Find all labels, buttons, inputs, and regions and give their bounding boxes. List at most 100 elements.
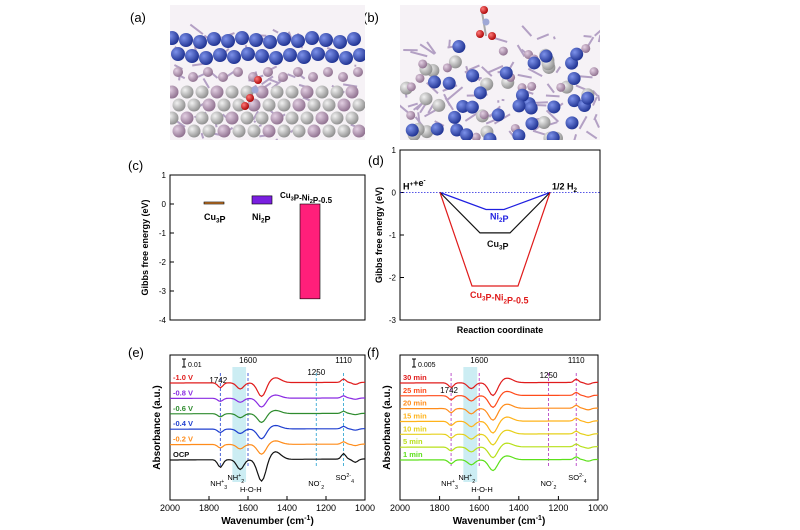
atom	[202, 124, 216, 138]
atom	[262, 98, 276, 112]
highlight-band	[232, 367, 247, 482]
atom	[442, 76, 456, 90]
y-tick-label: -2	[159, 258, 167, 267]
bond	[546, 83, 555, 94]
atom	[263, 67, 273, 77]
y-axis-label: Absorbance (a.u.)	[152, 385, 163, 469]
atom	[232, 124, 246, 138]
atom	[452, 40, 466, 54]
atom	[269, 51, 283, 65]
atom	[255, 85, 269, 99]
atom	[405, 123, 419, 137]
series-label: -0.6 V	[173, 404, 193, 413]
atom	[427, 75, 441, 89]
y-tick-label: 0	[162, 200, 167, 209]
band-label-nh2: NH+2	[458, 473, 475, 485]
y-tick-label: -2	[389, 274, 397, 283]
atom	[255, 111, 269, 125]
bond	[481, 66, 493, 77]
bond	[552, 36, 556, 40]
panel-label-b: (b)	[363, 10, 379, 25]
bond	[407, 102, 419, 108]
bar	[299, 203, 321, 300]
atom	[249, 33, 263, 47]
bond	[464, 112, 479, 122]
atom	[319, 33, 333, 47]
atom	[589, 67, 599, 77]
scale-bar-label: 0.01	[188, 362, 202, 369]
band-label-no2: NO-2	[308, 479, 324, 491]
atom	[187, 98, 201, 112]
atom	[180, 85, 194, 99]
atom	[337, 98, 351, 112]
atom	[278, 72, 288, 82]
spectrum-curve	[400, 403, 598, 421]
atom	[525, 117, 539, 131]
atom	[581, 91, 595, 105]
atom	[277, 124, 291, 138]
atom	[465, 100, 479, 114]
atom	[315, 111, 329, 125]
series-label: 15 min	[403, 412, 427, 421]
x-tick-label: 1600	[238, 503, 258, 513]
peak-label: 1250	[307, 368, 325, 377]
atom	[292, 98, 306, 112]
atom	[218, 72, 228, 82]
atom	[339, 51, 353, 65]
plot-frame	[169, 174, 366, 321]
bond	[593, 118, 600, 129]
oxygen-atom	[480, 6, 488, 14]
series-label: 30 min	[403, 373, 427, 382]
panel-label: (f)	[367, 345, 379, 360]
band-label-nh3: NH+3	[441, 479, 458, 491]
scale-bar-label: 0.005	[418, 362, 436, 369]
start-state-label: H++e-	[403, 177, 426, 191]
series-label: Cu3P	[487, 239, 509, 252]
atom	[233, 67, 243, 77]
spectrum-curve	[170, 424, 365, 440]
atom	[270, 111, 284, 125]
atom	[466, 69, 480, 83]
atom	[311, 47, 325, 61]
spectrum-curve	[170, 377, 365, 398]
peak-label: 1250	[540, 371, 558, 380]
series-label: 1 min	[403, 450, 423, 459]
atom	[263, 35, 277, 49]
structure-a-illustration	[170, 5, 365, 140]
bond	[252, 110, 259, 121]
atom	[450, 123, 464, 137]
bond	[594, 29, 600, 37]
x-tick-label: 1400	[509, 503, 529, 513]
atom	[207, 32, 221, 46]
series-label: 10 min	[403, 424, 427, 433]
atom	[300, 85, 314, 99]
atom	[315, 85, 329, 99]
atom	[406, 110, 416, 120]
bond	[487, 65, 504, 74]
bond	[592, 96, 598, 106]
atom	[322, 124, 336, 138]
atom	[345, 85, 359, 99]
oxygen-atom	[241, 102, 249, 110]
atom	[567, 94, 581, 108]
atom	[352, 124, 365, 138]
bond	[410, 50, 428, 58]
atom	[581, 43, 591, 53]
bond	[494, 37, 508, 43]
x-axis-label: Wavenumber (cm-1)	[453, 515, 546, 527]
atom	[227, 50, 241, 64]
atom	[307, 124, 321, 138]
series-label: Cu3P-Ni2P-0.5	[470, 290, 529, 305]
spectrum-curve	[400, 377, 598, 397]
category-label: Cu3P-Ni2P-0.5	[280, 191, 333, 205]
y-axis-label: Absorbance (a.u.)	[382, 385, 393, 469]
atom	[515, 88, 529, 102]
atom	[308, 72, 318, 82]
atom	[556, 82, 566, 92]
x-tick-label: 1800	[430, 503, 450, 513]
x-tick-label: 1600	[469, 503, 489, 513]
atom	[187, 124, 201, 138]
atom	[406, 82, 416, 92]
x-tick-label: 1200	[548, 503, 568, 513]
